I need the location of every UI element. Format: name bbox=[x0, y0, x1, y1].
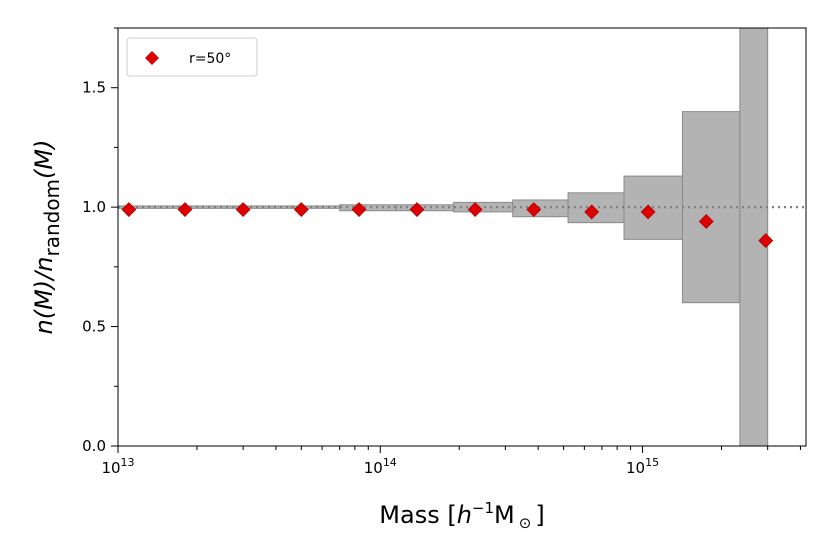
data-points bbox=[121, 202, 774, 249]
data-point bbox=[758, 233, 774, 249]
x-axis-label-sun: ⊙ bbox=[519, 514, 532, 532]
error-band bbox=[339, 204, 397, 212]
y-tick-label: 0.0 bbox=[82, 437, 106, 455]
y-axis-label-tail: (M) bbox=[30, 140, 58, 179]
x-axis-label: Mass [h−1M ⊙] bbox=[379, 499, 544, 532]
data-point bbox=[351, 202, 367, 217]
y-axis-label: n(M)/nrandom(M) bbox=[30, 140, 64, 335]
y-axis-label-sub: random bbox=[40, 179, 64, 257]
legend: r=50° bbox=[126, 37, 258, 77]
y-tick-label: 1.0 bbox=[82, 198, 106, 216]
x-tick-label: 1015 bbox=[626, 456, 659, 477]
data-point bbox=[467, 202, 483, 217]
legend-box bbox=[126, 37, 258, 77]
error-bands bbox=[117, 27, 769, 447]
x-axis-label-suffix: ] bbox=[535, 501, 544, 529]
plot-frame bbox=[117, 27, 807, 447]
x-axis-label-m: M bbox=[494, 501, 515, 529]
x-tick-label: 1013 bbox=[101, 456, 134, 477]
x-axis-label-prefix: Mass [ bbox=[379, 501, 456, 529]
data-point bbox=[640, 204, 656, 220]
data-point bbox=[584, 204, 600, 220]
x-axis-label-h: h bbox=[457, 501, 472, 529]
x-tick-label: 1014 bbox=[364, 456, 397, 477]
y-axis-ticks: 0.0 0.5 1.0 1.5 bbox=[82, 27, 118, 455]
y-axis-label-main: n(M)/n bbox=[30, 257, 58, 335]
y-tick-label: 0.5 bbox=[82, 318, 106, 336]
legend-marker bbox=[145, 51, 159, 65]
error-band bbox=[512, 199, 569, 218]
data-point bbox=[409, 202, 425, 217]
data-point bbox=[698, 214, 714, 229]
data-point bbox=[293, 202, 309, 217]
y-tick-label: 1.5 bbox=[82, 79, 106, 97]
data-point bbox=[526, 202, 542, 217]
data-point bbox=[235, 202, 251, 217]
data-point bbox=[177, 202, 193, 217]
x-axis-label-exp: −1 bbox=[472, 499, 494, 517]
error-band bbox=[567, 192, 625, 224]
data-point bbox=[121, 202, 137, 217]
x-axis-ticks: 1013 1014 1015 bbox=[101, 446, 801, 477]
legend-label: r=50° bbox=[189, 51, 231, 67]
